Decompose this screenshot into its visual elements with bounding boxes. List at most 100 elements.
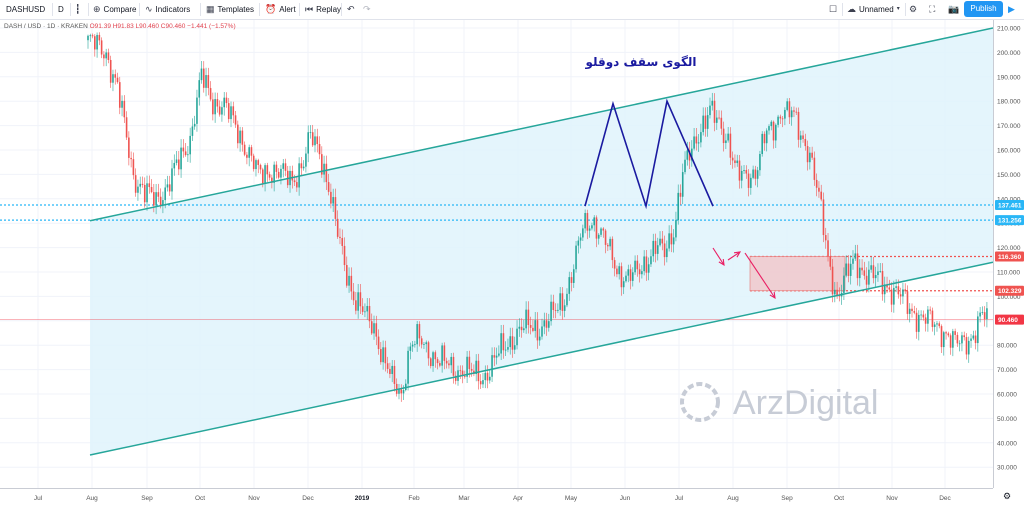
candle-body bbox=[852, 258, 854, 264]
candle-body bbox=[861, 267, 863, 271]
candle-body bbox=[202, 68, 205, 88]
candle-body bbox=[520, 326, 523, 331]
candle-body bbox=[116, 77, 119, 83]
candle-body bbox=[611, 238, 614, 261]
redo-button[interactable]: ↷ bbox=[363, 3, 371, 16]
candle-body bbox=[370, 321, 373, 334]
replay-button[interactable]: ⏮ Replay bbox=[305, 3, 341, 16]
candle-body bbox=[731, 157, 734, 161]
candle-body bbox=[652, 240, 655, 257]
candle-body bbox=[874, 275, 877, 279]
candle-body bbox=[323, 163, 325, 175]
lower-channel-line[interactable] bbox=[89, 261, 993, 456]
candle-body bbox=[137, 186, 139, 193]
indicators-button[interactable]: ∿ Indicators bbox=[145, 3, 190, 16]
candle-body bbox=[498, 353, 500, 356]
candle-body bbox=[141, 183, 144, 185]
price-label-text: 102.329 bbox=[998, 288, 1022, 295]
candle-body bbox=[561, 293, 564, 311]
candle-body bbox=[829, 256, 832, 267]
replay-label: Replay bbox=[316, 5, 342, 14]
candle-body bbox=[799, 135, 802, 140]
candle-body bbox=[488, 376, 491, 381]
time-tick-label: Apr bbox=[513, 495, 524, 502]
candle-body bbox=[336, 218, 339, 237]
symbol-search[interactable]: DASHUSD bbox=[6, 3, 45, 16]
fullscreen-toggle[interactable]: ☐ bbox=[829, 3, 837, 16]
candle-body bbox=[534, 320, 536, 331]
candle-body bbox=[559, 293, 561, 310]
candle-body bbox=[511, 336, 514, 350]
alarm-clock-icon: ⏰ bbox=[265, 4, 277, 14]
templates-icon: ▦ bbox=[206, 4, 215, 14]
candle-body bbox=[575, 245, 577, 270]
candle-body bbox=[89, 35, 92, 37]
candle-body bbox=[656, 245, 659, 254]
candle-body bbox=[784, 109, 786, 119]
candle-body bbox=[786, 101, 788, 110]
candle-body bbox=[366, 305, 369, 312]
candle-body bbox=[677, 192, 679, 221]
resistance-zone bbox=[749, 256, 846, 292]
templates-button[interactable]: ▦ Templates bbox=[206, 3, 254, 16]
candle-body bbox=[386, 363, 389, 369]
candle-body bbox=[770, 121, 773, 127]
candle-body bbox=[972, 335, 975, 339]
compare-button[interactable]: ⊕ Compare bbox=[93, 3, 136, 16]
candle-body bbox=[750, 177, 752, 188]
price-chart[interactable]: ArzDigital الگوی سقف دوقلو bbox=[0, 20, 993, 488]
price-label-badge bbox=[995, 215, 1024, 226]
time-tick-label: Sep bbox=[781, 495, 793, 502]
expand-button[interactable]: ⛶ bbox=[929, 3, 935, 16]
candle-body bbox=[420, 338, 423, 345]
layout-menu[interactable]: ☁ Unnamed ▾ bbox=[847, 3, 900, 16]
price-tick-label: 180.000 bbox=[997, 99, 1021, 106]
candle-body bbox=[727, 133, 729, 141]
candle-body bbox=[209, 88, 212, 100]
time-axis[interactable]: Jul Aug Sep Oct Nov Dec 2019 Feb Mar Apr May Jun Jul… bbox=[0, 488, 1011, 506]
candle-body bbox=[423, 344, 425, 345]
price-label-text: 116.360 bbox=[998, 254, 1022, 261]
candle-body bbox=[979, 312, 981, 317]
candle-body bbox=[899, 294, 902, 297]
candle-body bbox=[359, 292, 362, 307]
publish-button[interactable]: Publish bbox=[964, 1, 1003, 17]
axis-settings-icon[interactable]: ⚙ bbox=[1003, 491, 1012, 501]
candle-body bbox=[942, 332, 945, 348]
chart-style-button[interactable]: ┇ bbox=[75, 3, 80, 16]
candle-body bbox=[641, 271, 643, 275]
pattern-label: الگوی سقف دوقلو bbox=[584, 55, 696, 70]
candle-body bbox=[734, 160, 736, 164]
candle-body bbox=[361, 306, 364, 312]
undo-button[interactable]: ↶ bbox=[347, 3, 355, 16]
expand-icon: ⛶ bbox=[929, 4, 936, 14]
settings-button[interactable]: ⚙ bbox=[909, 3, 917, 16]
candle-body bbox=[232, 106, 235, 116]
time-tick-label: Nov bbox=[248, 495, 260, 502]
candle-body bbox=[214, 99, 216, 115]
candle-body bbox=[441, 345, 443, 366]
candle-body bbox=[171, 168, 173, 192]
play-button[interactable]: ▶ bbox=[1008, 3, 1015, 16]
snapshot-button[interactable]: 📷 bbox=[948, 3, 959, 16]
candle-body bbox=[977, 316, 979, 344]
candle-body bbox=[650, 256, 652, 265]
candle-body bbox=[523, 328, 525, 331]
candle-body bbox=[221, 107, 223, 115]
double-top-pattern[interactable] bbox=[584, 98, 714, 210]
upper-channel-line[interactable] bbox=[89, 27, 993, 222]
candle-body bbox=[895, 286, 897, 288]
candle-body bbox=[922, 314, 925, 318]
candle-body bbox=[345, 265, 348, 286]
candle-body bbox=[486, 372, 489, 381]
interval-button[interactable]: D bbox=[58, 3, 64, 16]
candle-body bbox=[906, 291, 909, 314]
candle-body bbox=[184, 151, 187, 156]
candle-body bbox=[672, 237, 675, 245]
candle-body bbox=[368, 305, 371, 322]
candle-body bbox=[645, 256, 648, 273]
price-axis[interactable]: 30.00040.00050.00060.00070.00080.00090.0… bbox=[993, 20, 1024, 488]
candle-body bbox=[350, 275, 353, 292]
alert-button[interactable]: ⏰ Alert bbox=[265, 3, 296, 16]
price-tick-label: 160.000 bbox=[997, 148, 1021, 155]
